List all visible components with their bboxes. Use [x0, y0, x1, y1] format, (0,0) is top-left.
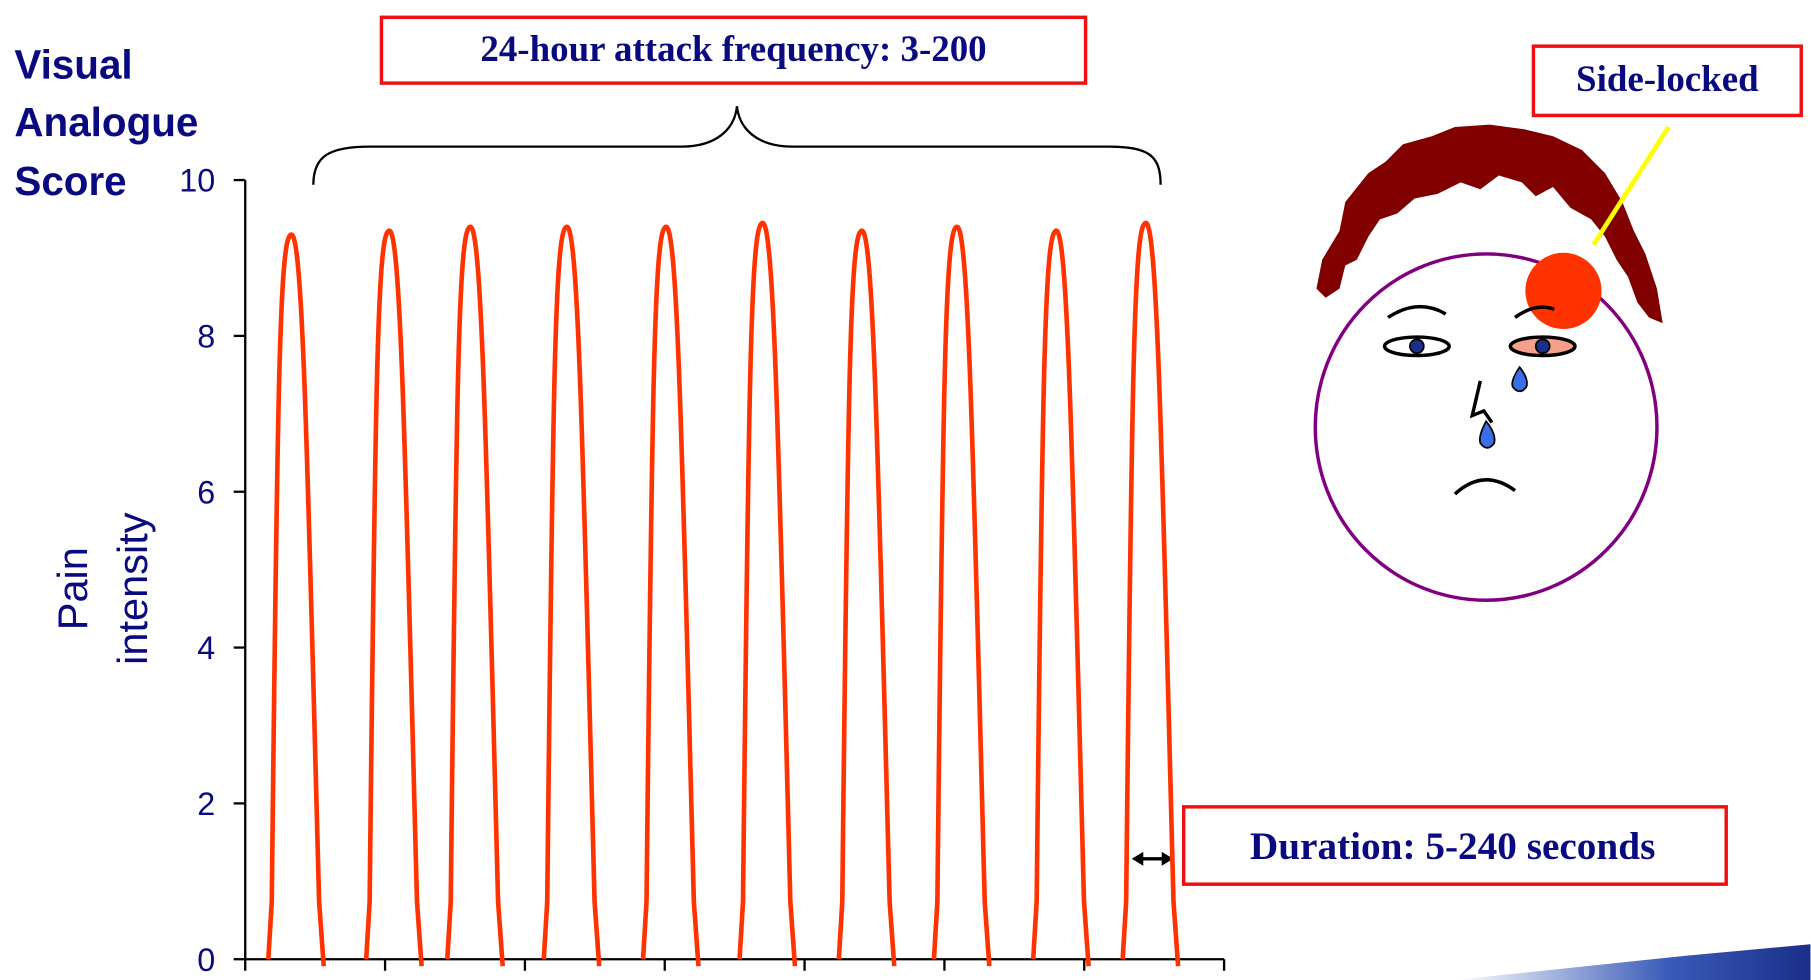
attack-spike [1033, 231, 1088, 966]
chart: Visual Analogue Score Pain intensity 24-… [0, 0, 1811, 980]
plot: 0 2 4 6 8 10 [179, 163, 1224, 978]
page: {"chart_data": { "type": "spikes", "titl… [0, 0, 1811, 980]
attack-spike [268, 235, 323, 967]
y-tick-label: 10 [179, 163, 215, 199]
y-axis-label: Pain intensity [49, 512, 156, 665]
side-annotation: Side-locked [1576, 58, 1759, 99]
y-label-line: intensity [109, 512, 156, 665]
attack-spike [740, 223, 795, 966]
duration-arrow [1132, 852, 1174, 866]
attack-spike [934, 227, 989, 966]
attack-spike [366, 231, 421, 966]
y-tick-label: 0 [197, 942, 215, 978]
attack-spike [839, 231, 894, 966]
title-line: Analogue [14, 99, 198, 145]
y-tick-label: 6 [197, 474, 215, 510]
y-tick-label: 4 [197, 630, 215, 666]
y-tick-label: 2 [197, 786, 215, 822]
duration-annotation: Duration: 5-240 seconds [1250, 825, 1655, 868]
y-tick-label: 8 [197, 318, 215, 354]
attack-spike [643, 227, 698, 966]
y-label-line: Pain [49, 547, 96, 630]
frequency-annotation: 24-hour attack frequency: 3-200 [480, 28, 986, 69]
brace [313, 106, 1160, 184]
decoration [1455, 944, 1811, 980]
attack-spike [544, 227, 599, 966]
attack-spike [1123, 223, 1178, 966]
attack-spike [447, 227, 502, 966]
face-diagram [1315, 125, 1668, 601]
title-line: Score [14, 158, 126, 204]
title-line: Visual [14, 41, 132, 87]
